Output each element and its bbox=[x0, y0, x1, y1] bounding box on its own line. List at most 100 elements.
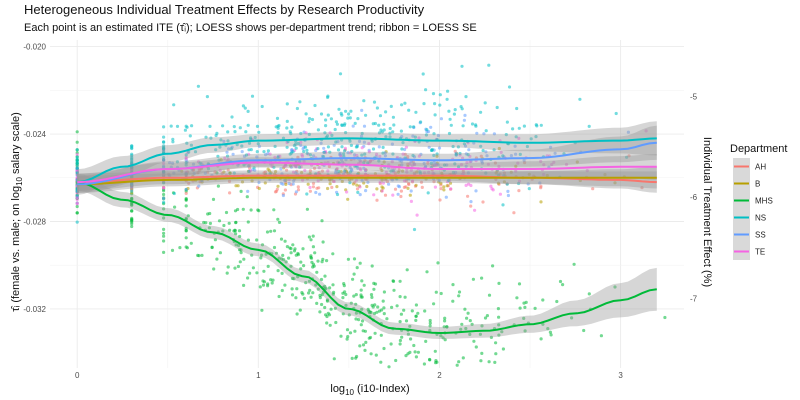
scatter-point-AH bbox=[312, 166, 317, 170]
scatter-point-NS bbox=[305, 192, 309, 196]
scatter-point-AH bbox=[296, 155, 300, 159]
scatter-point-MHS bbox=[485, 314, 489, 318]
scatter-point-NS bbox=[175, 124, 180, 128]
scatter-point-SS bbox=[291, 182, 295, 186]
scatter-point-NS bbox=[470, 122, 475, 126]
scatter-point-NS bbox=[346, 116, 350, 120]
scatter-point-SS bbox=[437, 178, 441, 182]
scatter-point-MHS bbox=[541, 298, 545, 302]
scatter-point-MHS bbox=[352, 294, 356, 298]
scatter-point-MHS bbox=[320, 219, 324, 223]
scatter-point-MHS bbox=[261, 279, 265, 283]
scatter-point-NS bbox=[501, 154, 505, 158]
scatter-point-MHS bbox=[408, 324, 412, 328]
scatter-point-TE bbox=[326, 169, 330, 173]
scatter-point-B bbox=[442, 188, 446, 192]
scatter-point-AH bbox=[399, 194, 403, 199]
scatter-point-MHS bbox=[351, 277, 355, 281]
scatter-point-MHS bbox=[539, 337, 543, 341]
scatter-point-NS bbox=[193, 150, 198, 154]
scatter-point-MHS bbox=[451, 283, 455, 287]
scatter-point-AH bbox=[311, 185, 315, 189]
scatter-point-TE bbox=[300, 154, 305, 158]
scatter-point-SS bbox=[390, 178, 394, 182]
scatter-point-MHS bbox=[457, 294, 461, 298]
scatter-point-NS bbox=[384, 135, 388, 139]
scatter-point-MHS bbox=[350, 356, 354, 360]
scatter-point-NS bbox=[333, 127, 337, 132]
scatter-point-NS bbox=[445, 97, 449, 101]
y2-tick-label: -7 bbox=[690, 294, 698, 303]
scatter-point-AH bbox=[226, 168, 230, 172]
scatter-point-SS bbox=[222, 139, 226, 143]
scatter-point-NS bbox=[281, 136, 286, 140]
scatter-point-MHS bbox=[276, 269, 280, 273]
scatter-point-NS bbox=[255, 124, 260, 128]
scatter-point-SS bbox=[492, 132, 496, 136]
scatter-point-MHS bbox=[570, 316, 574, 320]
scatter-point-TE bbox=[467, 182, 471, 186]
scatter-point-B bbox=[380, 178, 384, 182]
scatter-point-MHS bbox=[480, 276, 484, 280]
scatter-point-TE bbox=[316, 179, 320, 183]
scatter-point-MHS bbox=[241, 207, 245, 211]
scatter-point-MHS bbox=[381, 299, 385, 303]
scatter-point-NS bbox=[162, 147, 166, 151]
legend: Department AH B MHS NS SS TE bbox=[730, 143, 787, 260]
scatter-point-NS bbox=[453, 162, 457, 166]
scatter-point-MHS bbox=[558, 279, 563, 284]
scatter-point-MHS bbox=[321, 240, 325, 244]
scatter-point-NS bbox=[363, 152, 367, 156]
scatter-point-NS bbox=[539, 123, 543, 127]
scatter-point-B bbox=[408, 193, 412, 197]
scatter-point-AH bbox=[640, 186, 644, 190]
scatter-point-TE bbox=[552, 160, 556, 164]
scatter-point-MHS bbox=[233, 229, 237, 233]
scatter-point-MHS bbox=[410, 309, 414, 313]
scatter-point-NS bbox=[432, 132, 436, 136]
scatter-point-SS bbox=[509, 154, 513, 158]
y-axis-title: τ̂ᵢ (female vs. male; on log10 salary sc… bbox=[10, 112, 24, 312]
scatter-point-NS bbox=[190, 124, 194, 128]
scatter-point-MHS bbox=[265, 230, 270, 234]
scatter-point-AH bbox=[187, 181, 191, 185]
scatter-point-MHS bbox=[555, 299, 559, 304]
scatter-point-SS bbox=[626, 130, 631, 134]
scatter-point-NS bbox=[407, 108, 411, 112]
scatter-point-AH bbox=[517, 189, 521, 193]
y-tick-label: -0.028 bbox=[23, 217, 46, 226]
scatter-point-NS bbox=[514, 135, 518, 139]
scatter-point-TE bbox=[462, 171, 466, 175]
scatter-point-SS bbox=[454, 170, 458, 175]
scatter-point-MHS bbox=[309, 238, 313, 242]
scatter-point-NS bbox=[354, 145, 358, 149]
scatter-point-TE bbox=[491, 188, 495, 192]
scatter-point-NS bbox=[162, 140, 166, 144]
scatter-point-MHS bbox=[355, 354, 359, 359]
scatter-point-MHS bbox=[221, 229, 225, 233]
scatter-point-MHS bbox=[130, 220, 134, 224]
scatter-point-MHS bbox=[487, 293, 492, 297]
scatter-point-NS bbox=[296, 141, 300, 146]
scatter-point-AH bbox=[228, 191, 232, 195]
scatter-point-SS bbox=[526, 182, 530, 186]
scatter-point-NS bbox=[162, 156, 166, 160]
scatter-point-MHS bbox=[325, 259, 329, 263]
scatter-point-MHS bbox=[237, 243, 241, 248]
scatter-point-MHS bbox=[242, 283, 246, 287]
scatter-point-AH bbox=[627, 154, 631, 158]
scatter-point-SS bbox=[169, 165, 173, 169]
scatter-point-MHS bbox=[261, 283, 266, 287]
scatter-point-MHS bbox=[346, 257, 350, 261]
scatter-point-NS bbox=[172, 103, 176, 107]
scatter-point-MHS bbox=[501, 347, 505, 351]
scatter-point-NS bbox=[375, 106, 379, 110]
chart-title: Heterogeneous Individual Treatment Effec… bbox=[24, 2, 425, 17]
scatter-point-SS bbox=[463, 113, 467, 117]
scatter-point-TE bbox=[468, 160, 472, 164]
scatter-point-TE bbox=[542, 163, 546, 167]
scatter-point-NS bbox=[587, 124, 591, 128]
scatter-point-MHS bbox=[323, 274, 327, 278]
scatter-point-NS bbox=[496, 173, 500, 177]
scatter-point-MHS bbox=[546, 327, 550, 331]
